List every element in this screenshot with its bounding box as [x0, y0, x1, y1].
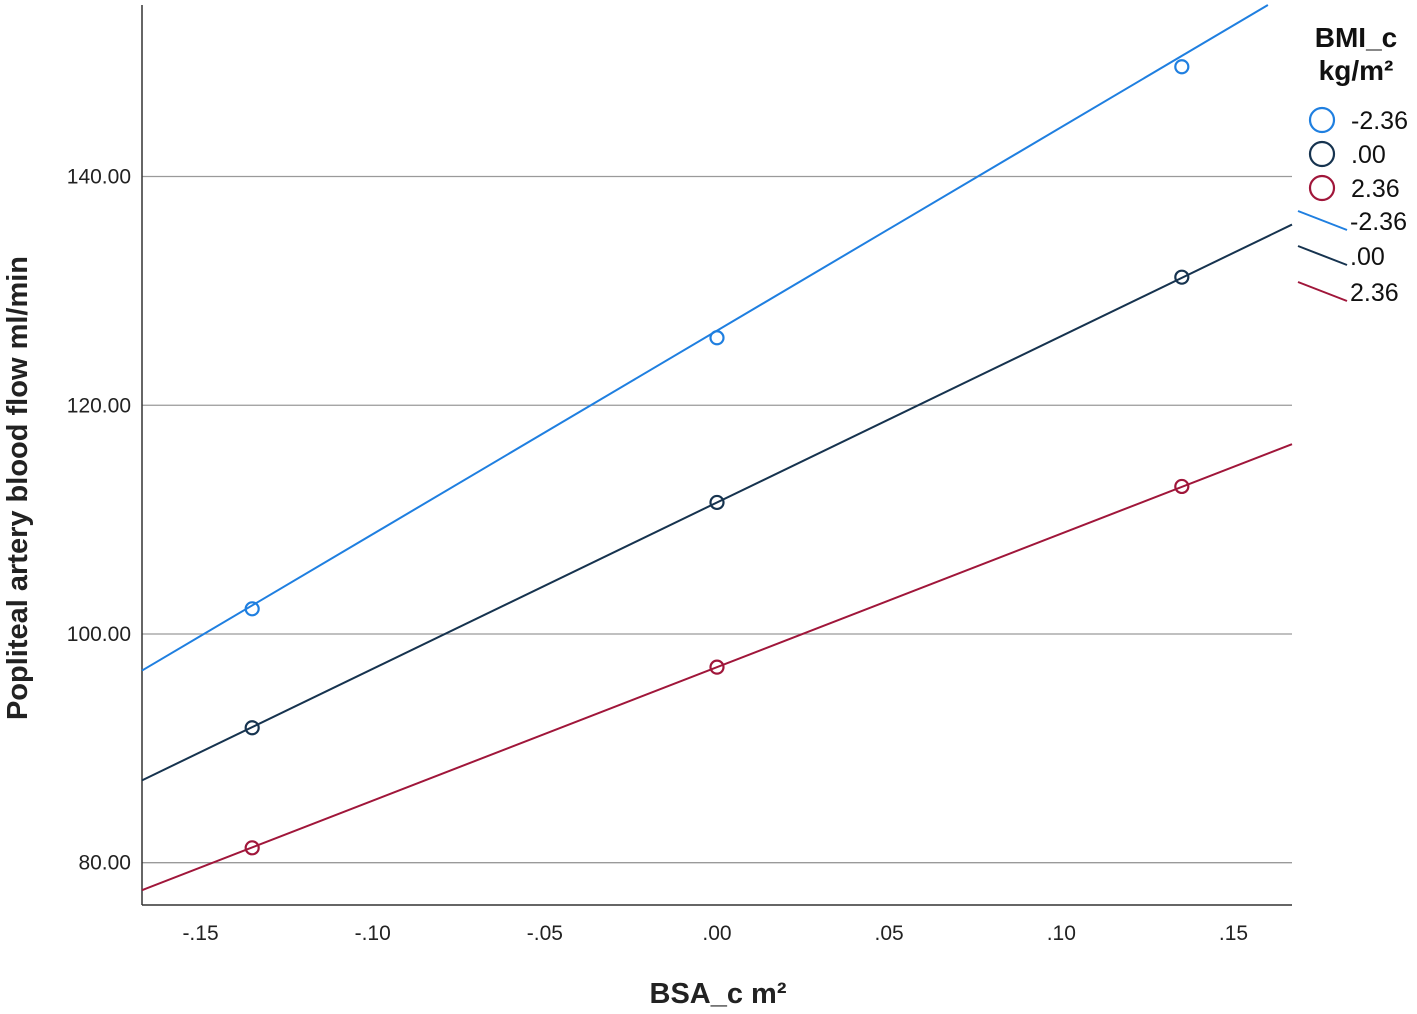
series-point [244, 601, 260, 617]
y-axis-title: Popliteal artery blood flow ml/min [2, 256, 34, 720]
legend-items: -2.36 .00 2.36 -2.36 .00 2.36 [1297, 106, 1408, 307]
series-point [244, 840, 260, 856]
legend-title-line2: kg/m² [1319, 55, 1394, 86]
series-2 [141, 443, 1293, 892]
x-tick-label: .10 [1047, 922, 1076, 945]
series-point [709, 659, 725, 675]
series-point [1174, 269, 1190, 285]
legend-marker-label: -2.36 [1351, 107, 1408, 135]
series-point [709, 330, 725, 346]
series-point [1174, 59, 1190, 75]
series-line [141, 443, 1293, 892]
legend-line [1297, 281, 1348, 302]
series-group [141, 4, 1293, 892]
series-0 [141, 4, 1269, 672]
y-tick-label: 140.00 [67, 166, 131, 189]
x-tick-label: .05 [875, 922, 904, 945]
legend-line [1297, 210, 1348, 231]
x-tick-label: -.10 [355, 922, 391, 945]
y-tick-label: 80.00 [78, 852, 131, 875]
x-axis-title: BSA_c m² [650, 978, 787, 1010]
legend-line-label: .00 [1350, 243, 1385, 271]
series-1 [141, 223, 1293, 782]
legend-marker [1308, 174, 1336, 202]
series-point [1174, 478, 1190, 495]
series-point [709, 494, 725, 511]
legend-title-line1: BMI_c [1315, 22, 1397, 53]
legend-marker-label: 2.36 [1351, 175, 1400, 203]
tick-labels: -.15 -.10 -.05 .00 .05 .10 .15 80.00 100.00 120.0… [67, 166, 1248, 945]
axes [141, 5, 1292, 906]
x-tick-label: -.05 [527, 922, 563, 945]
legend: BMI_c kg/m² -2.36 .00 2.36 -2.36 .00 2.36 [1297, 22, 1408, 307]
legend-line-label: 2.36 [1350, 279, 1399, 307]
series-line [141, 4, 1269, 672]
y-tick-label: 100.00 [67, 623, 131, 646]
legend-line [1297, 245, 1348, 266]
series-line [141, 223, 1293, 782]
series-point [244, 720, 260, 736]
grid-lines [142, 175, 1292, 864]
x-tick-label: .15 [1219, 922, 1248, 945]
legend-marker [1308, 140, 1336, 168]
legend-marker [1308, 106, 1336, 134]
legend-marker-label: .00 [1351, 141, 1386, 169]
legend-line-label: -2.36 [1350, 208, 1407, 236]
x-tick-label: .00 [702, 922, 731, 945]
y-tick-label: 120.00 [67, 394, 131, 417]
x-tick-label: -.15 [182, 922, 218, 945]
